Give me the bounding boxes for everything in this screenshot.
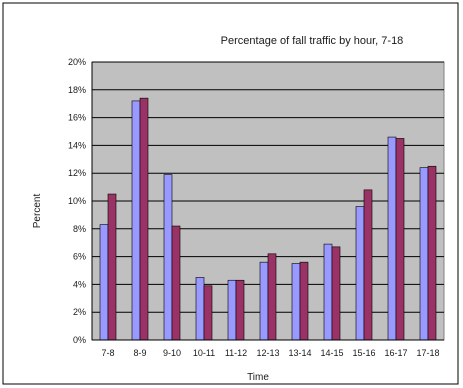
y-tick-label: 10%: [68, 196, 86, 206]
bar-series-1: [131, 100, 141, 341]
bar-series-2: [171, 225, 181, 341]
bar-series-2: [331, 246, 341, 341]
y-tick-label: 12%: [68, 168, 86, 178]
bar-series-1: [291, 263, 301, 341]
chart-title: Percentage of fall traffic by hour, 7-18: [221, 35, 404, 47]
bar-series-2: [299, 261, 309, 341]
x-tick-label: 11-12: [225, 348, 247, 358]
x-tick-label: 8-9: [133, 348, 146, 358]
y-tick-label: 6%: [73, 252, 86, 262]
bar-series-2: [395, 138, 405, 341]
bar-series-2: [203, 285, 213, 341]
x-tick-label: 12-13: [256, 348, 279, 358]
bar-series-2: [267, 253, 277, 341]
bar-series-1: [355, 206, 365, 341]
x-tick-label: 14-15: [320, 348, 343, 358]
bar-series-2: [139, 97, 149, 341]
x-tick-label: 13-14: [288, 348, 311, 358]
x-tick-label: 7-8: [101, 348, 114, 358]
x-tick-label: 16-17: [384, 348, 407, 358]
y-tick-label: 18%: [68, 85, 86, 95]
x-tick-label: 15-16: [352, 348, 375, 358]
x-tick-label: 9-10: [163, 348, 181, 358]
plot-area: 0% 2% 4% 6% 8% 10% 12% 14% 16% 18% 20% 7-8 8-9 9-10 10…: [68, 57, 445, 358]
bar-series-1: [195, 277, 205, 341]
bar-series-2: [363, 189, 373, 341]
y-tick-label: 16%: [68, 113, 86, 123]
y-tick-label: 2%: [73, 307, 86, 317]
bar-series-1: [419, 167, 429, 341]
bar-series-1: [323, 243, 333, 341]
x-tick-label: 17-18: [416, 348, 439, 358]
y-axis-label: Percent: [32, 194, 43, 229]
bar-series-1: [387, 136, 397, 341]
bar-series-1: [163, 174, 173, 341]
bar-series-2: [427, 165, 437, 341]
y-tick-label: 4%: [73, 279, 86, 289]
y-tick-label: 0%: [73, 335, 86, 345]
y-tick-label: 14%: [68, 140, 86, 150]
bar-series-2: [107, 193, 117, 341]
x-axis-label: Time: [247, 372, 269, 383]
x-tick-label: 10-11: [193, 348, 215, 358]
y-tick-label: 8%: [73, 224, 86, 234]
bar-series-1: [259, 261, 269, 341]
bar-series-1: [99, 224, 109, 341]
y-tick-label: 20%: [68, 57, 86, 67]
bar-series-1: [227, 279, 237, 341]
bar-series-2: [235, 279, 245, 341]
